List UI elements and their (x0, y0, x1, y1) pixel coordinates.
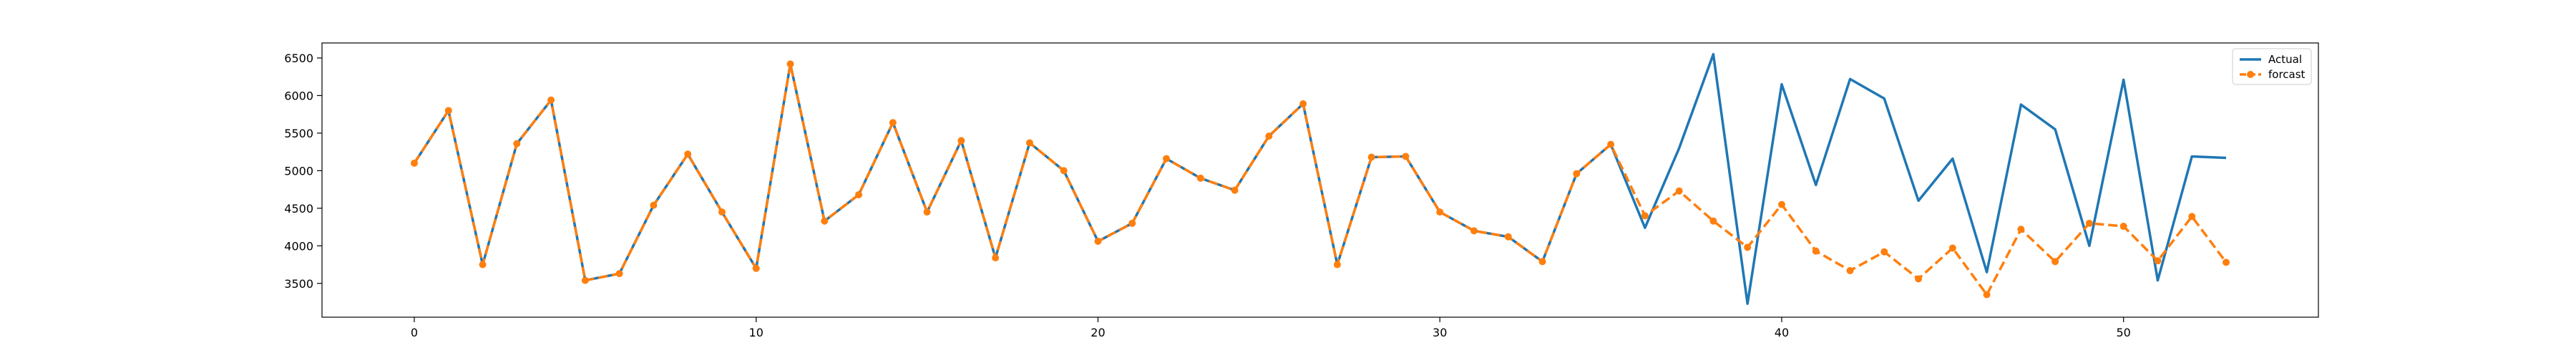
data-point-forcast (957, 137, 965, 145)
plot-area (410, 52, 2230, 305)
y-tick-label: 6000 (284, 89, 313, 102)
data-point-forcast (718, 208, 726, 216)
legend-marker-forcast (2247, 71, 2254, 78)
data-point-forcast (1402, 153, 1410, 160)
data-point-forcast (581, 276, 589, 284)
data-point-forcast (1948, 244, 1956, 252)
data-point-forcast (1367, 153, 1375, 161)
data-point-forcast (1025, 139, 1033, 147)
x-tick-label: 0 (411, 326, 418, 339)
data-point-forcast (1880, 248, 1888, 256)
x-tick-label: 40 (1775, 326, 1789, 339)
data-point-forcast (1094, 238, 1102, 246)
data-point-forcast (1470, 227, 1478, 235)
y-tick-label: 6500 (284, 52, 313, 65)
data-point-forcast (2154, 257, 2162, 265)
data-point-forcast (1607, 140, 1615, 148)
data-point-forcast (923, 208, 931, 216)
x-tick-label: 30 (1433, 326, 1447, 339)
data-point-forcast (889, 119, 897, 127)
data-point-forcast (1573, 170, 1581, 178)
legend-label-actual: Actual (2268, 53, 2302, 66)
series-line-forcast (413, 62, 2228, 296)
data-point-forcast (1641, 212, 1649, 220)
data-point-forcast (479, 261, 487, 268)
x-tick-label: 10 (749, 326, 763, 339)
data-point-forcast (1333, 261, 1341, 268)
data-point-forcast (1675, 187, 1683, 195)
data-point-forcast (1846, 266, 1854, 274)
data-point-forcast (2085, 219, 2093, 227)
legend-label-forcast: forcast (2268, 68, 2306, 81)
data-point-forcast (1777, 200, 1785, 208)
data-point-forcast (1196, 174, 1204, 182)
data-point-forcast (1915, 275, 1923, 283)
data-point-forcast (2223, 258, 2230, 266)
x-tick-label: 20 (1091, 326, 1105, 339)
data-point-forcast (513, 140, 521, 147)
data-point-forcast (2119, 223, 2127, 231)
data-point-forcast (1709, 217, 1717, 225)
y-tick-label: 3500 (284, 277, 313, 291)
data-point-forcast (1983, 291, 1991, 299)
y-tick-label: 5000 (284, 164, 313, 178)
data-point-forcast (1744, 243, 1752, 251)
data-point-forcast (410, 159, 418, 167)
data-point-forcast (2051, 258, 2059, 266)
data-point-forcast (1436, 208, 1444, 216)
data-point-forcast (1163, 155, 1171, 163)
y-tick-label: 4500 (284, 202, 313, 216)
data-point-forcast (615, 270, 623, 278)
data-point-forcast (547, 96, 555, 104)
data-point-forcast (2188, 213, 2196, 221)
plot-frame (321, 42, 2319, 318)
data-point-forcast (1299, 100, 1307, 107)
data-point-forcast (444, 107, 452, 115)
data-point-forcast (650, 201, 658, 209)
data-point-forcast (1504, 233, 1512, 241)
data-point-forcast (821, 217, 829, 225)
y-tick-label: 5500 (284, 127, 313, 140)
data-point-forcast (1231, 186, 1239, 194)
x-tick-label: 50 (2117, 326, 2131, 339)
data-point-forcast (1128, 219, 1136, 227)
data-point-forcast (855, 190, 863, 198)
y-tick-label: 4000 (284, 239, 313, 253)
data-point-forcast (1538, 258, 1546, 266)
data-point-forcast (2017, 226, 2025, 233)
data-point-forcast (1265, 132, 1273, 140)
data-point-forcast (684, 150, 692, 158)
legend: Actual forcast (2232, 48, 2312, 85)
data-point-forcast (752, 264, 760, 272)
axes: 0 10 20 30 40 50 3500 4000 4500 5000 5500 6000 6500 (284, 42, 2319, 339)
data-point-forcast (1060, 167, 1068, 175)
data-point-forcast (1812, 247, 1820, 255)
data-point-forcast (992, 254, 1000, 262)
data-point-forcast (786, 60, 794, 68)
